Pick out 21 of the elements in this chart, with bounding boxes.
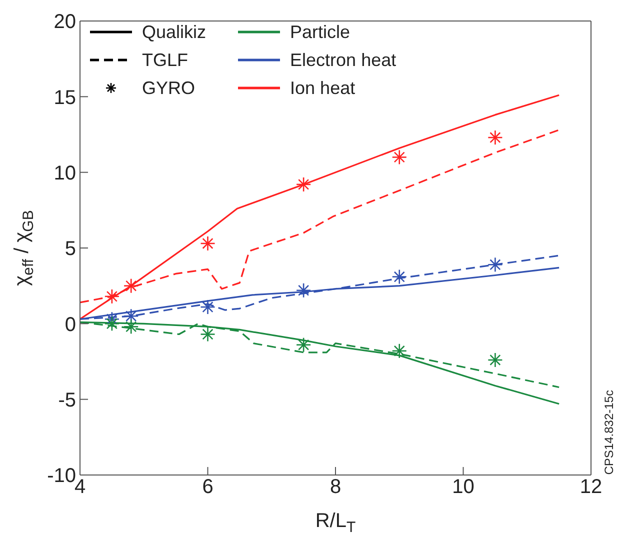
line-series (80, 94, 560, 320)
x-tick-label: 6 (202, 476, 214, 498)
y-tick-label: -10 (47, 465, 76, 488)
x-tick-label: 10 (452, 476, 474, 498)
legend-label: Qualikiz (142, 22, 206, 42)
x-axis-title: R/L$_{T}$ (315, 510, 356, 536)
legend-label: TGLF (142, 50, 188, 70)
legend-label: GYRO (142, 78, 196, 98)
x-tick-label: 8 (330, 476, 342, 498)
text: CPS14.832-15c (602, 390, 616, 475)
y-tick-label: 15 (54, 86, 76, 109)
y-tick-label: 0 (64, 314, 76, 336)
y-tick-label: 10 (54, 162, 76, 184)
x-tick-label: 4 (74, 476, 86, 498)
y-tick-label: 5 (64, 238, 76, 260)
x-tick-label: 12 (580, 476, 602, 498)
y-tick-label: -5 (58, 389, 76, 412)
y-tick-label: 20 (54, 11, 76, 34)
legend-label: Particle (290, 22, 350, 42)
legend-label: Ion heat (290, 78, 356, 98)
legend-label: Electron heat (290, 50, 396, 70)
